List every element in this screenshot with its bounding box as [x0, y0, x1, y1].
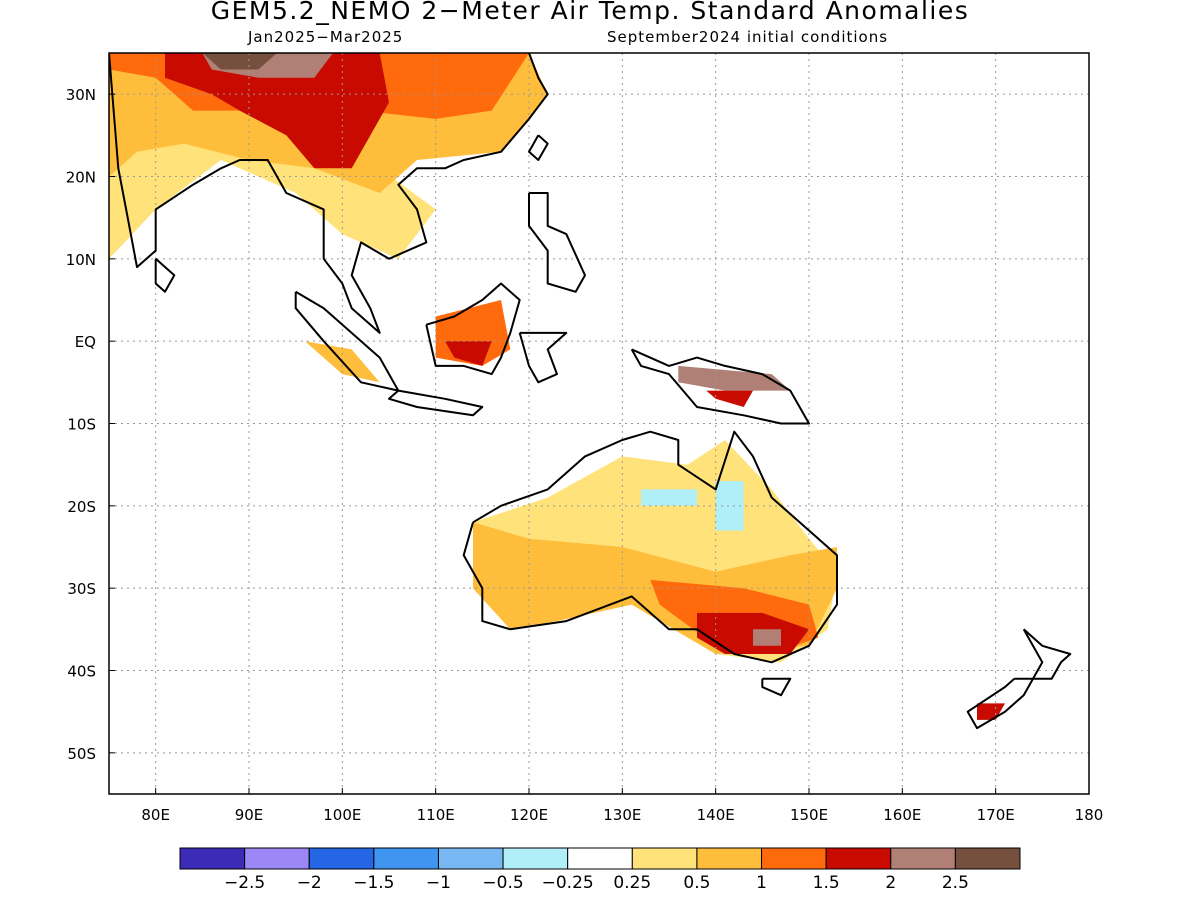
- lat-tick-label: 20N: [66, 169, 96, 187]
- coastline-nz-south: [966, 677, 1034, 730]
- colorbar-swatch-10: [825, 847, 892, 870]
- lon-tick-label: 160E: [883, 806, 921, 824]
- coastline-tasmania: [761, 677, 792, 697]
- coastline-java: [388, 389, 484, 417]
- lon-tick-label: 120E: [510, 806, 548, 824]
- map-title: GEM5.2_NEMO 2−Meter Air Temp. Standard A…: [210, 0, 970, 25]
- lon-tick-label: 80E: [141, 806, 170, 824]
- coastline-australia: [462, 430, 838, 664]
- forecast-period: Jan2025−Mar2025: [248, 28, 404, 46]
- lat-tick-label: EQ: [75, 333, 96, 351]
- anomaly-region-16: [715, 481, 744, 531]
- coastline-india: [109, 53, 549, 334]
- lat-tick-label: 10N: [66, 251, 96, 269]
- colorbar-label: −0.25: [542, 873, 594, 893]
- coastline-nz-north: [1022, 628, 1072, 680]
- lon-tick-label: 170E: [977, 806, 1015, 824]
- coastline-sumatra: [294, 290, 400, 392]
- colorbar-swatch-7: [631, 847, 698, 870]
- colorbar-swatch-12: [954, 847, 1021, 870]
- lon-tick-label: 100E: [323, 806, 361, 824]
- coastline-taiwan: [528, 134, 549, 161]
- anomaly-region-15: [753, 629, 781, 646]
- initial-conditions: September2024 initial conditions: [607, 28, 889, 46]
- colorbar-labels: −2.5 −2 −1.5 −1 −0.5 −0.25 0.25 0.5 1 1.5 2 2.5: [224, 873, 969, 893]
- anomaly-region-9: [678, 365, 791, 391]
- colorbar-swatch-0: [179, 847, 246, 870]
- colorbar-swatch-5: [502, 847, 569, 870]
- lat-tick-label: 30N: [66, 86, 96, 104]
- anomaly-region-17: [641, 489, 697, 506]
- gridlines: [109, 53, 1089, 794]
- colorbar-label: 0.5: [683, 873, 710, 893]
- colorbar-label: −2.5: [224, 873, 265, 893]
- lon-tick-label: 140E: [697, 806, 735, 824]
- lat-tick-label: 40S: [67, 663, 96, 681]
- colorbar: [179, 847, 1021, 870]
- colorbar-swatch-8: [696, 847, 763, 870]
- lon-tick-label: 150E: [790, 806, 828, 824]
- colorbar-swatch-4: [437, 847, 504, 870]
- lon-tick-label: 130E: [603, 806, 641, 824]
- colorbar-swatch-3: [373, 847, 439, 870]
- colorbar-label: 2: [885, 873, 896, 893]
- colorbar-label: −2: [297, 873, 322, 893]
- lon-tick-label: 110E: [417, 806, 455, 824]
- colorbar-swatch-6: [567, 847, 633, 870]
- anomaly-region-7: [445, 341, 492, 366]
- axis-ticks: 30N 20N 10N EQ 10S 20S 30S 40S 50S 80E 90E 100E 110E…: [66, 86, 1104, 824]
- coastline-sri-lanka: [154, 258, 176, 293]
- colorbar-label: 0.25: [613, 873, 651, 893]
- coastline-borneo: [425, 282, 521, 376]
- colorbar-label: −1: [426, 873, 451, 893]
- colorbar-label: −0.5: [482, 873, 523, 893]
- anomaly-region-3: [165, 53, 389, 169]
- anomaly-region-5: [202, 53, 277, 70]
- lat-tick-label: 10S: [67, 416, 96, 434]
- colorbar-label: 1: [756, 873, 767, 893]
- colorbar-swatch-1: [244, 847, 310, 870]
- colorbar-swatch-2: [308, 847, 375, 870]
- anomaly-shading: [109, 53, 1005, 720]
- lat-tick-label: 20S: [67, 498, 96, 516]
- coastline-sulawesi: [518, 331, 568, 384]
- lat-tick-label: 30S: [67, 580, 96, 598]
- anomaly-region-10: [706, 390, 753, 407]
- colorbar-label: 1.5: [813, 873, 840, 893]
- lat-tick-label: 50S: [67, 745, 96, 763]
- colorbar-label: −1.5: [353, 873, 394, 893]
- colorbar-label: 2.5: [942, 873, 969, 893]
- colorbar-swatch-11: [890, 847, 956, 870]
- coastline-philippines: [528, 192, 586, 293]
- lon-tick-label: 180: [1075, 806, 1104, 824]
- lon-tick-label: 90E: [235, 806, 264, 824]
- colorbar-swatch-9: [761, 847, 827, 870]
- anomaly-region-18: [977, 703, 1005, 720]
- coastlines: [109, 53, 1072, 730]
- coastline-new-guinea: [630, 348, 810, 425]
